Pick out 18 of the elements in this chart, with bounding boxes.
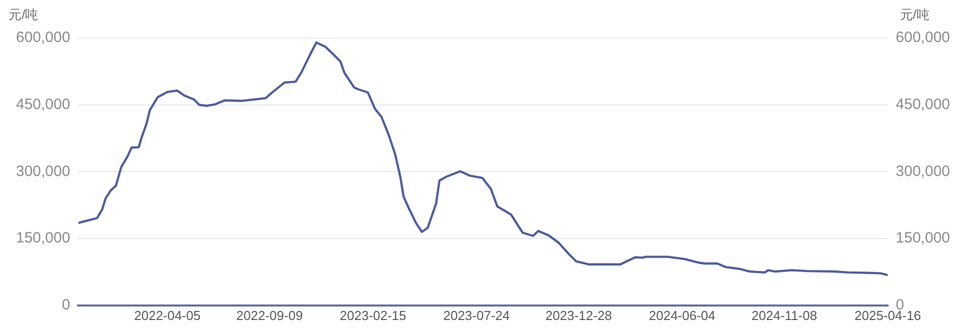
x-tick-label: 2022-04-05 (134, 308, 201, 323)
x-tick-label: 2023-02-15 (340, 308, 406, 323)
y2-tick-label: 450,000 (896, 96, 950, 113)
y-tick-label: 450,000 (16, 96, 70, 113)
y-axis-title: 元/吨 (8, 7, 38, 22)
y2-tick-label: 600,000 (896, 29, 950, 46)
x-tick-label: 2023-07-24 (443, 308, 510, 323)
y-tick-label: 300,000 (16, 162, 70, 180)
x-tick-label: 2023-12-28 (545, 308, 612, 323)
x-tick-label: 2024-06-04 (648, 308, 716, 323)
y2-tick-label: 300,000 (896, 162, 950, 180)
y2-tick-label: 150,000 (896, 230, 950, 247)
y-tick-label: 0 (62, 296, 70, 314)
y-tick-label: 600,000 (16, 29, 70, 46)
y2-axis-title: 元/吨 (900, 7, 930, 22)
x-tick-label: 2022-09-09 (236, 308, 303, 323)
y-tick-label: 150,000 (16, 230, 70, 247)
x-tick-label: 2024-11-08 (752, 308, 818, 323)
